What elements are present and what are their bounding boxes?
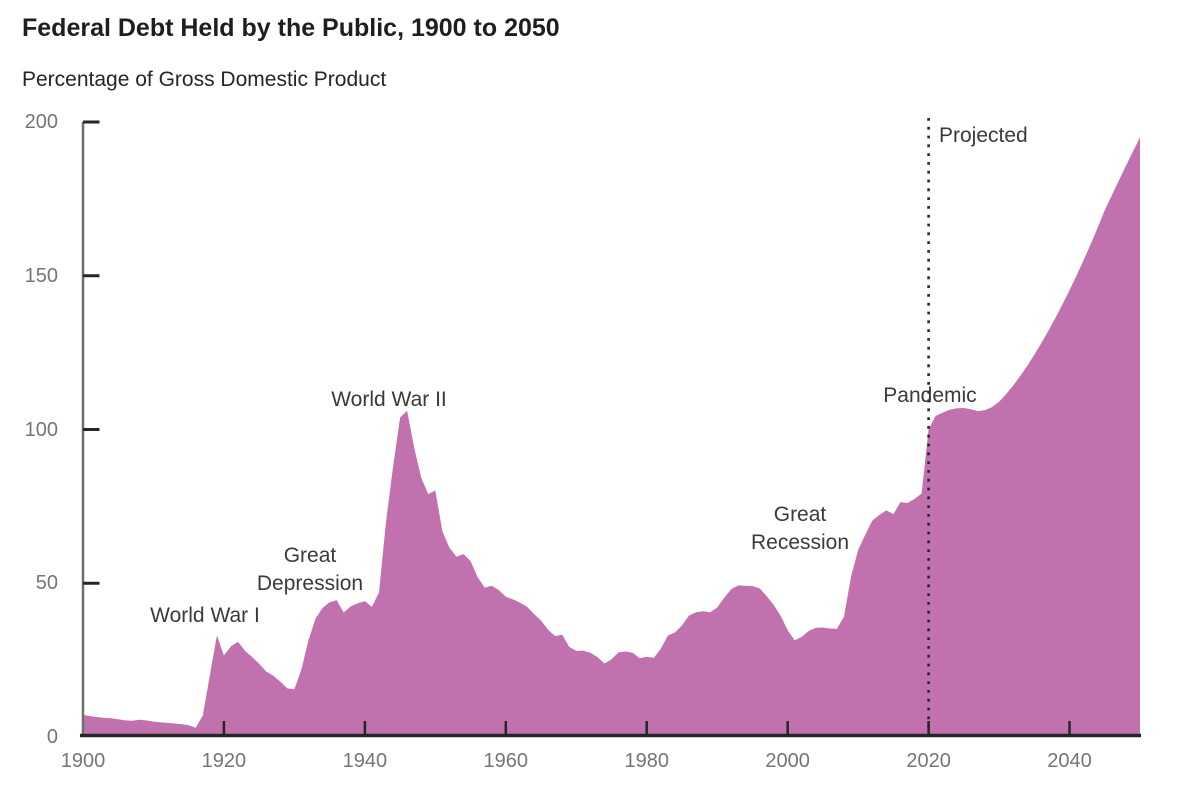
x-tick-label: 1920 xyxy=(201,750,247,772)
y-tick-label: 0 xyxy=(46,726,58,748)
x-tick-label: 2000 xyxy=(765,750,810,772)
x-tick-label: 1980 xyxy=(624,750,669,772)
annotation-world-war-2: World War II xyxy=(331,388,447,411)
y-tick-label: 100 xyxy=(24,418,58,441)
annotation-projected: Projected xyxy=(939,124,1028,147)
annotation-great-depression-line1: Great xyxy=(283,544,337,567)
debt-area-fill xyxy=(83,137,1140,735)
y-tick-label: 50 xyxy=(35,572,58,595)
annotation-great-recession-line2: Recession xyxy=(750,531,850,554)
x-tick-label: 1900 xyxy=(60,750,106,772)
annotation-great-recession: Great Recession xyxy=(751,501,849,557)
x-tick-label: 2020 xyxy=(906,750,951,772)
annotation-great-depression-line2: Depression xyxy=(256,572,364,595)
annotation-great-depression: Great Depression xyxy=(257,542,363,598)
chart-title: Federal Debt Held by the Public, 1900 to… xyxy=(22,14,560,42)
y-tick-label: 150 xyxy=(24,264,58,287)
annotation-great-recession-line1: Great xyxy=(773,503,827,526)
x-tick-label: 1960 xyxy=(483,750,529,772)
x-tick-label: 1940 xyxy=(342,750,388,772)
annotation-world-war-1: World War I xyxy=(150,604,260,627)
annotation-pandemic: Pandemic xyxy=(883,384,977,407)
x-tick-label: 2040 xyxy=(1047,750,1092,772)
y-tick-label: 200 xyxy=(24,111,58,133)
chart-subtitle: Percentage of Gross Domestic Product xyxy=(22,68,387,91)
